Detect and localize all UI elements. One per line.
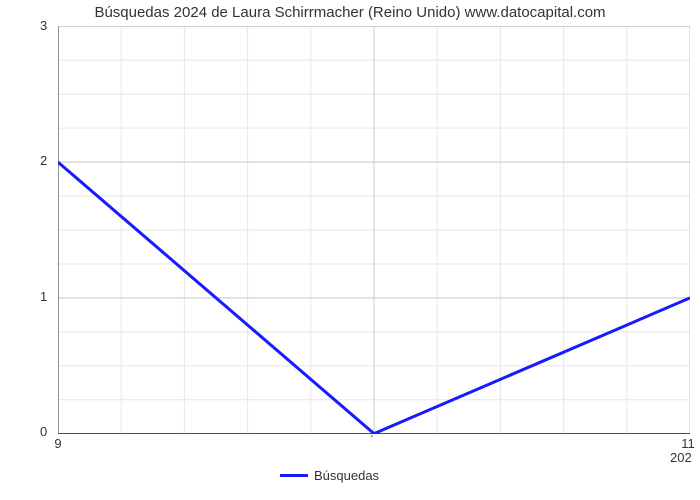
y-tick-label: 3 bbox=[40, 18, 47, 33]
x-tick-label: 11 bbox=[673, 436, 700, 451]
outside-right-label: 202 bbox=[670, 450, 692, 465]
legend-swatch bbox=[280, 474, 308, 477]
x-tick-label: 9 bbox=[43, 436, 73, 451]
chart-legend: Búsquedas bbox=[280, 468, 379, 483]
y-tick-label: 1 bbox=[40, 289, 47, 304]
legend-label: Búsquedas bbox=[314, 468, 379, 483]
y-tick-label: 2 bbox=[40, 153, 47, 168]
chart-plot bbox=[58, 26, 690, 434]
x-tick-dot: ' bbox=[371, 434, 373, 445]
chart-title: Búsquedas 2024 de Laura Schirrmacher (Re… bbox=[0, 4, 700, 21]
chart-container: Búsquedas 2024 de Laura Schirrmacher (Re… bbox=[0, 0, 700, 500]
